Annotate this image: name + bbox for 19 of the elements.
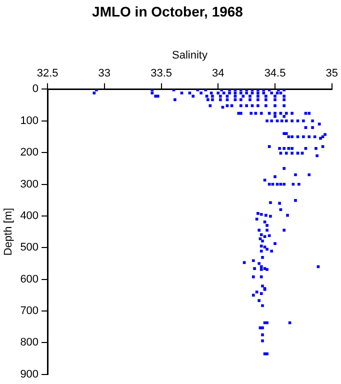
x-tick-label: 35 — [326, 68, 338, 80]
chart-title: JMLO in October, 1968 — [92, 3, 244, 20]
y-tick-label: 400 — [20, 210, 39, 222]
y-tick-label: 600 — [20, 273, 39, 286]
y-tick-label: 900 — [20, 368, 39, 380]
x-tick-label: 34.5 — [264, 68, 286, 80]
y-tick-label: 700 — [20, 305, 39, 318]
x-tick-label: 32.5 — [36, 68, 58, 80]
y-tick-label: 0 — [32, 83, 39, 96]
y-tick-label: 300 — [20, 178, 39, 190]
y-tick-label: 500 — [20, 242, 39, 254]
x-tick-label: 33.5 — [150, 68, 172, 80]
x-axis-title: Salinity — [172, 49, 208, 62]
y-tick-label: 200 — [20, 146, 39, 159]
y-tick-label: 800 — [20, 336, 39, 349]
y-tick-label: 100 — [20, 114, 39, 127]
y-axis-title: Depth [m] — [2, 208, 15, 256]
x-tick-label: 33 — [98, 68, 111, 80]
x-tick-label: 34 — [212, 68, 224, 80]
